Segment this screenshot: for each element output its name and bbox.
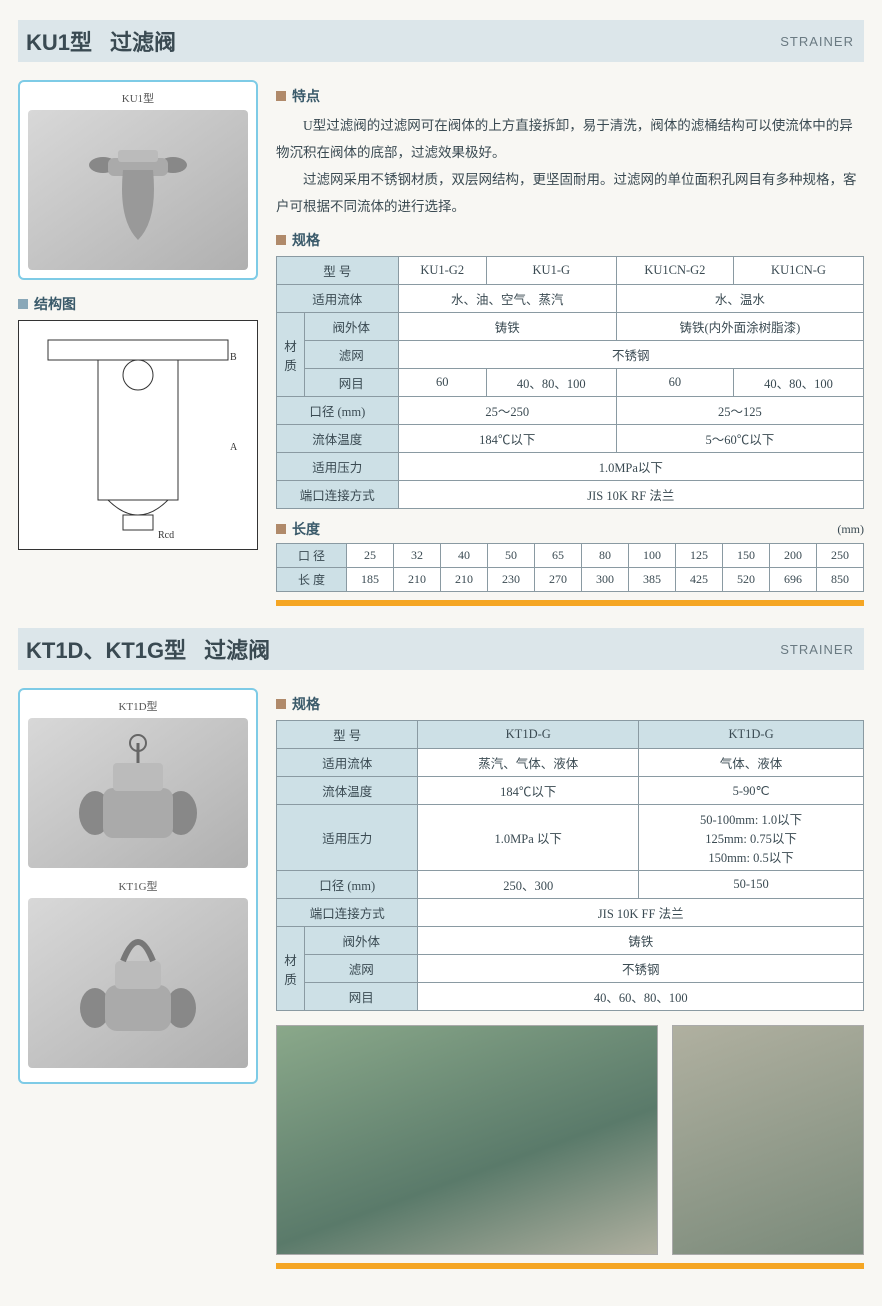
s1-length-table: 口 径 25 32 40 50 65 80 100 125 150 200 25… (276, 543, 864, 592)
s2-photo-label2: KT1G型 (28, 878, 248, 894)
s2-title-en: STRAINER (780, 642, 854, 657)
s1-title-en: STRAINER (780, 34, 854, 49)
s2-title-model: KT1D、KT1G型 (26, 633, 186, 665)
s1-features-head: 特点 (276, 86, 864, 106)
s1-photo-label: KU1型 (28, 90, 248, 106)
divider-bar-2 (276, 1263, 864, 1269)
s1-features-text: U型过滤阀的过滤网可在阀体的上方直接拆卸，易于清洗，阀体的滤桶结构可以使流体中的… (276, 112, 864, 220)
s1-mat-label: 材 质 (277, 313, 305, 397)
s1-length-head: 长度 (276, 519, 320, 539)
svg-text:A: A (230, 442, 238, 453)
s1-title-model: KU1型 (26, 25, 92, 57)
s2-install-photos (276, 1025, 864, 1255)
section2-title-bar: KT1D、KT1G型 过滤阀 STRAINER (18, 628, 864, 670)
s1-product-photo (28, 110, 248, 270)
section1-title-bar: KU1型 过滤阀 STRAINER (18, 20, 864, 62)
s2-install-photo2 (672, 1025, 864, 1255)
svg-text:B: B (230, 352, 237, 363)
s1-spec-table: 型 号 KU1-G2 KU1-G KU1CN-G2 KU1CN-G 适用流体 水… (276, 256, 864, 509)
s1-title-type: 过滤阀 (110, 25, 176, 57)
s2-photo-label1: KT1D型 (28, 698, 248, 714)
s1-struct-head: 结构图 (18, 294, 258, 314)
divider-bar (276, 600, 864, 606)
s2-product-photo2 (28, 898, 248, 1068)
s1-len-dia-row: 口 径 25 32 40 50 65 80 100 125 150 200 25… (277, 544, 864, 568)
s2-title-type: 过滤阀 (204, 633, 270, 665)
s2-spec-table: 型 号 KT1D-G KT1D-G 适用流体 蒸汽、气体、液体 气体、液体 流体… (276, 720, 864, 1011)
s2-install-photo1 (276, 1025, 658, 1255)
s2-mat-label: 材 质 (277, 927, 305, 1011)
s1-len-len-row: 长 度 185 210 210 230 270 300 385 425 520 … (277, 568, 864, 592)
s1-product-photo-box: KU1型 (18, 80, 258, 280)
s1-spec-head: 规格 (276, 230, 864, 250)
s2-product-photo1 (28, 718, 248, 868)
s1-length-unit: (mm) (837, 522, 864, 537)
s2-product-photo-box: KT1D型 KT1G型 (18, 688, 258, 1084)
s1-structure-diagram: Rcd A B (18, 320, 258, 550)
svg-text:Rcd: Rcd (158, 530, 174, 540)
s2-spec-head: 规格 (276, 694, 864, 714)
